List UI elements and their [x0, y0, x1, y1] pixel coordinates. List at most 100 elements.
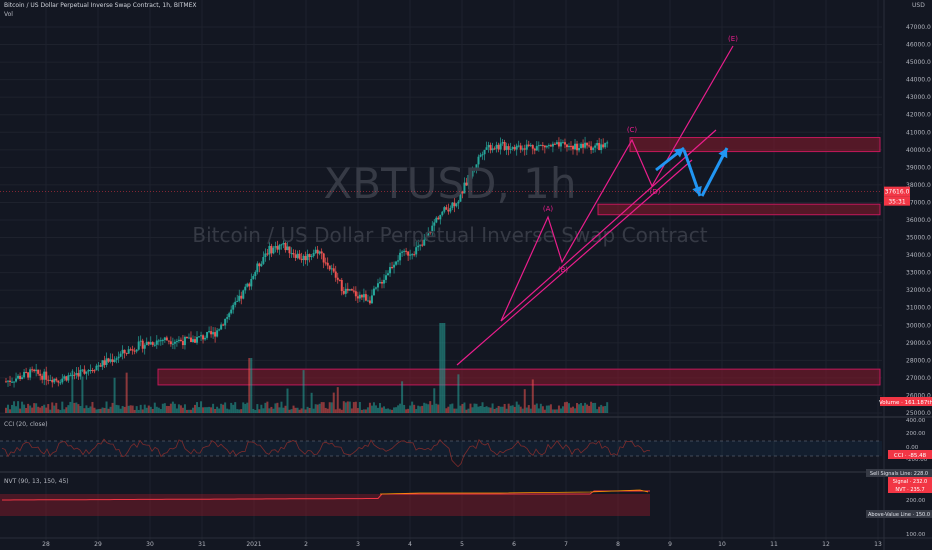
candle-body	[602, 144, 605, 148]
volume-bar	[475, 403, 478, 413]
candle-body	[539, 145, 542, 147]
volume-bar	[79, 406, 82, 413]
candle-body	[364, 294, 367, 301]
volume-bar	[405, 409, 408, 413]
volume-bar	[431, 404, 434, 413]
time-axis[interactable]: 28 29 30 31 2021 2 3 4 5 6 7 8 9 10 11 12 13	[0, 537, 932, 548]
trend-drawings[interactable]: (A) (B) (C) (D) (E)	[0, 35, 882, 366]
candle-body	[171, 343, 174, 345]
volume-bar	[183, 404, 186, 413]
candle-body	[292, 253, 295, 255]
candle-body	[586, 142, 589, 146]
volume-bar	[103, 407, 106, 413]
candle-body	[318, 251, 321, 254]
candle-body	[360, 294, 363, 298]
volume-bar	[533, 404, 536, 413]
nvt-title[interactable]: NVT (90, 13, 150, 45)	[4, 478, 69, 485]
volume-bar	[191, 407, 194, 413]
volume-bar	[153, 402, 156, 413]
volume-bar	[499, 406, 502, 413]
volume-bar	[501, 406, 504, 413]
volume-bar	[505, 408, 508, 413]
volume-bar	[228, 409, 231, 413]
cci-tick-label: 200.00	[906, 431, 926, 437]
volume-bar	[385, 408, 388, 413]
volume-bar	[383, 406, 386, 413]
volume-bar	[294, 407, 297, 413]
candle-body	[336, 277, 339, 280]
volume-bar	[210, 407, 213, 413]
candle-body	[53, 378, 56, 383]
volume-bars	[5, 323, 609, 413]
candle-body	[149, 342, 152, 345]
volume-bar	[600, 404, 603, 413]
candle-body	[119, 353, 122, 357]
candle-body	[204, 337, 207, 340]
candle-body	[549, 145, 552, 147]
candle-body	[378, 282, 381, 284]
symbol-title[interactable]: Bitcoin / US Dollar Perpetual Inverse Sw…	[4, 2, 197, 9]
volume-bar	[332, 392, 335, 413]
candle-body	[272, 247, 275, 254]
volume-bar	[208, 406, 211, 413]
candle-body	[328, 265, 331, 270]
volume-bar	[266, 401, 269, 413]
resistance-zone	[629, 137, 881, 153]
volume-bar	[41, 406, 44, 413]
candle-body	[322, 253, 325, 263]
candle-body	[511, 147, 514, 149]
volume-bar	[270, 406, 273, 413]
volume-bar	[127, 405, 130, 413]
candle-body	[81, 369, 84, 371]
volume-bar	[147, 405, 150, 413]
candle-body	[485, 147, 488, 150]
price-tick-label: 40000.0	[906, 147, 931, 154]
time-tick-label: 31	[198, 541, 206, 548]
volume-bar	[67, 405, 70, 413]
volume-bar	[316, 404, 319, 413]
candle-body	[332, 268, 335, 272]
cci-title[interactable]: CCI (20, close)	[4, 421, 48, 428]
volume-bar	[117, 405, 120, 413]
volume-bar	[545, 405, 548, 413]
volume-bar	[529, 408, 532, 413]
volume-bar	[376, 407, 379, 413]
nvt-value-bg	[866, 469, 932, 477]
price-tick-label: 46000.0	[906, 42, 931, 49]
volume-bar	[17, 401, 20, 413]
volume-bar	[220, 403, 223, 413]
time-tick-label: 2021	[246, 541, 261, 548]
candle-body	[606, 142, 609, 144]
candle-body	[449, 207, 452, 212]
cci-value-bg	[888, 450, 932, 459]
volume-bar	[563, 402, 566, 413]
candle-body	[194, 339, 197, 343]
volume-bar	[330, 402, 333, 413]
volume-bar	[320, 402, 323, 413]
volume-bar	[547, 405, 550, 413]
volume-bar	[441, 323, 444, 413]
volume-bar	[29, 405, 32, 413]
candle-body	[185, 336, 188, 339]
time-tick-label: 11	[770, 541, 778, 548]
volume-bar	[218, 408, 221, 413]
volume-bar	[515, 401, 518, 413]
candle-body	[276, 246, 279, 250]
volume-bar	[73, 402, 76, 413]
candle-body	[296, 253, 299, 258]
nvt-tick-label: 100.00	[906, 532, 926, 538]
candle-body	[105, 358, 108, 365]
price-axis[interactable]: 47000.0 46000.0 45000.0 44000.0 43000.0 42000…	[879, 0, 932, 550]
candle-body	[200, 335, 203, 337]
candle-body	[473, 168, 476, 170]
volume-bar	[342, 401, 345, 413]
price-tick-label: 38000.0	[906, 182, 931, 189]
volume-bar	[578, 404, 581, 413]
currency-label[interactable]: USD	[912, 2, 925, 9]
candle-body	[75, 373, 78, 375]
volume-bar	[69, 401, 72, 413]
watermark: XBTUSD, 1h Bitcoin / US Dollar Perpetual…	[192, 159, 707, 247]
candle-body	[234, 301, 237, 305]
candle-body	[95, 365, 98, 371]
